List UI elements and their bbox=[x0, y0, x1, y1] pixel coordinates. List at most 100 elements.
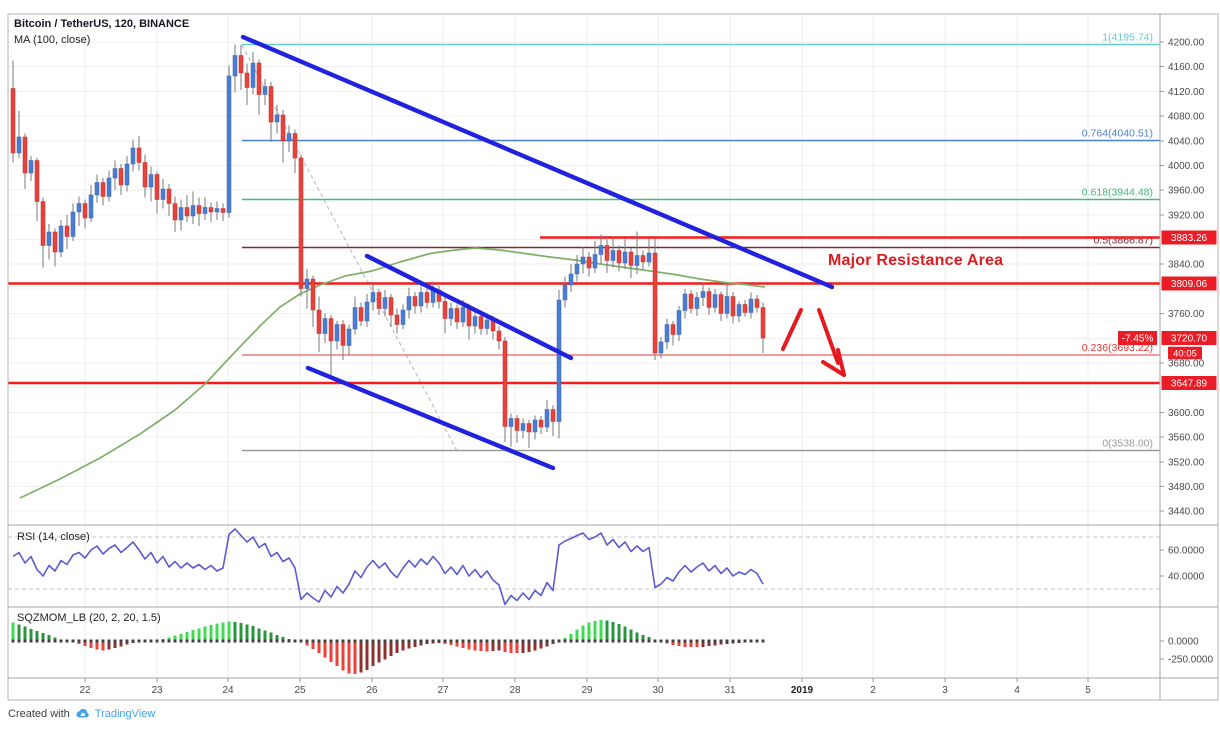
candle bbox=[550, 409, 556, 422]
sqzmom-bar bbox=[17, 624, 21, 641]
sqzmom-zero-dot bbox=[407, 639, 411, 643]
sqzmom-zero-dot bbox=[263, 639, 267, 643]
sqzmom-bar bbox=[503, 641, 507, 652]
candle bbox=[400, 309, 406, 325]
rsi-tick-label: 40.0000 bbox=[1168, 572, 1205, 583]
candle bbox=[52, 231, 58, 253]
sqzmom-bar bbox=[167, 637, 171, 641]
sqzmom-zero-dot bbox=[449, 639, 453, 643]
candle bbox=[556, 299, 562, 422]
price-axis[interactable]: 4200.00 4160.00 4120.00 4080.00 4040.00 4000.… bbox=[1118, 38, 1217, 666]
chart-border bbox=[7, 13, 1219, 701]
candle bbox=[544, 409, 550, 428]
sqzmom-bar bbox=[683, 641, 687, 647]
sqzmom-bar bbox=[593, 621, 597, 641]
candle bbox=[346, 328, 352, 346]
sqzmom-bar bbox=[233, 622, 237, 641]
sqzmom-bar bbox=[95, 641, 99, 650]
sqzmom-bar bbox=[311, 641, 315, 649]
sqzmom-zero-dot bbox=[647, 639, 651, 643]
candle bbox=[520, 423, 526, 431]
time-tick-label: 25 bbox=[294, 685, 306, 696]
candle bbox=[82, 203, 88, 219]
sqzmom-bar bbox=[347, 641, 351, 674]
sqzmom-zero-dot bbox=[221, 639, 225, 643]
price-tick-label: 4160.00 bbox=[1168, 62, 1205, 73]
sqzmom-bar bbox=[113, 641, 117, 648]
candle bbox=[718, 294, 724, 314]
sqzmom-bar bbox=[419, 641, 423, 646]
frame-layer bbox=[7, 13, 1219, 701]
tradingview-brand-link[interactable]: TradingView bbox=[94, 708, 156, 720]
sqzmom-zero-dot bbox=[227, 639, 231, 643]
sqzmom-bar bbox=[101, 641, 105, 651]
candle bbox=[514, 418, 520, 431]
sqzmom-zero-dot bbox=[203, 639, 207, 643]
support-resistance-lines[interactable] bbox=[8, 236, 1160, 385]
tradingview-cloud-icon[interactable] bbox=[74, 708, 91, 720]
candle bbox=[286, 133, 292, 142]
sqzmom-zero-dot bbox=[563, 639, 567, 643]
candle bbox=[358, 307, 364, 322]
candle bbox=[334, 324, 340, 342]
candle bbox=[496, 330, 502, 342]
sqzmom-zero-dot bbox=[473, 639, 477, 643]
sqzmom-zero-dot bbox=[689, 639, 693, 643]
candle bbox=[682, 293, 688, 311]
bar-countdown-badge: 40:05 bbox=[1173, 348, 1197, 359]
candle bbox=[70, 211, 76, 237]
sqzmom-bar bbox=[11, 622, 15, 641]
candle bbox=[16, 136, 22, 154]
sqzmom-zero-dot bbox=[557, 639, 561, 643]
sqzmom-zero-dot bbox=[527, 639, 531, 643]
candle bbox=[616, 250, 622, 264]
candle bbox=[562, 284, 568, 301]
price-line-badge: 3809.06 bbox=[1171, 279, 1208, 290]
sqzmom-bar bbox=[29, 629, 33, 641]
sqzmom-zero-dot bbox=[101, 639, 105, 643]
sqzmom-bar bbox=[377, 641, 381, 663]
candle bbox=[160, 188, 166, 200]
candle bbox=[478, 316, 484, 329]
trend-line bbox=[364, 253, 574, 361]
sqzmom-zero-dot bbox=[671, 639, 675, 643]
sqzmom-zero-dot bbox=[245, 639, 249, 643]
sqzmom-zero-dot bbox=[311, 639, 315, 643]
sqzmom-zero-dot bbox=[11, 639, 15, 643]
change-percent-badge-bg bbox=[1118, 331, 1157, 345]
candle bbox=[322, 318, 328, 334]
trend-lines[interactable] bbox=[240, 34, 835, 471]
sqzmom-zero-dot bbox=[107, 639, 111, 643]
candle bbox=[610, 250, 616, 261]
time-axis[interactable]: 22 23 24 25 26 27 28 29 30 31 2019 2 3 4 5 bbox=[79, 678, 1091, 696]
sqzmom-zero-dot bbox=[293, 639, 297, 643]
sqzmom-zero-dot bbox=[569, 639, 573, 643]
sqzmom-zero-dot bbox=[59, 639, 63, 643]
candle bbox=[448, 308, 454, 319]
sqzmom-zero-dot bbox=[611, 639, 615, 643]
sqzmom-zero-dot bbox=[41, 639, 45, 643]
candle bbox=[688, 293, 694, 309]
sqzmom-bar bbox=[221, 622, 225, 641]
time-tick-label: 2 bbox=[870, 685, 876, 696]
candle bbox=[760, 307, 766, 339]
sqzmom-zero-dot bbox=[425, 639, 429, 643]
annotation-arrows[interactable] bbox=[781, 308, 846, 377]
candle bbox=[748, 298, 754, 313]
fib-level-label: 0(3538.00) bbox=[1102, 438, 1153, 450]
rsi-indicator-label: RSI (14, close) bbox=[17, 531, 90, 543]
sqzmom-bar bbox=[383, 641, 387, 660]
sqzmom-bar bbox=[635, 632, 639, 641]
sqzmom-indicator-label: SQZMOM_LB (20, 2, 20, 1.5) bbox=[17, 612, 161, 624]
price-tick-label: 3480.00 bbox=[1168, 482, 1205, 493]
sqzmom-bar bbox=[581, 625, 585, 641]
sqzmom-tick-label: 0.0000 bbox=[1168, 637, 1199, 648]
sqzmom-zero-dot bbox=[533, 639, 537, 643]
candle bbox=[352, 307, 358, 330]
sqzmom-zero-dot bbox=[89, 639, 93, 643]
sqzmom-bar bbox=[485, 641, 489, 652]
time-tick-label: 28 bbox=[509, 685, 521, 696]
candle bbox=[22, 136, 28, 174]
